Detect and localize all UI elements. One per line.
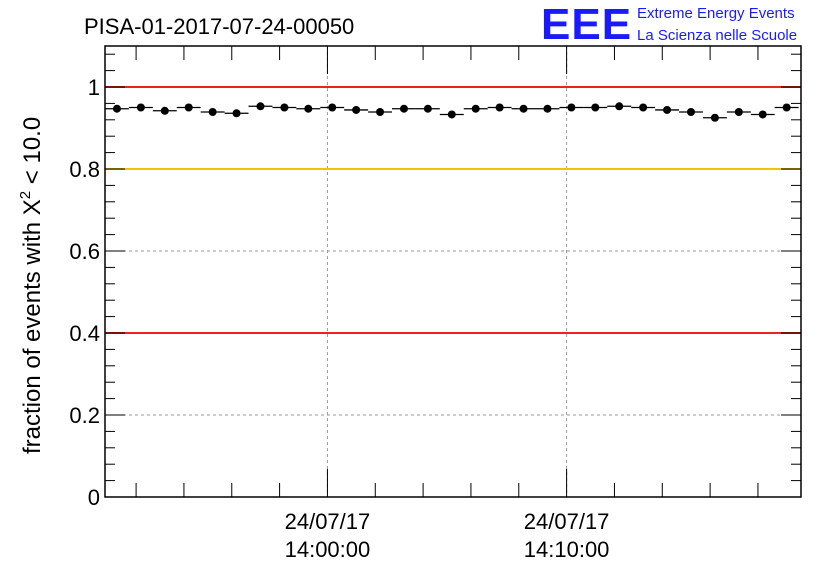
y-tick-label: 1 xyxy=(88,75,100,100)
data-point xyxy=(376,108,385,117)
data-point xyxy=(112,104,121,113)
data-point xyxy=(447,110,456,119)
eee-logo: EEE Extreme Energy Events La Scienza nel… xyxy=(541,0,797,49)
logo-line-1: Extreme Energy Events xyxy=(637,5,795,22)
logo-line-2: La Scienza nelle Scuole xyxy=(637,27,797,44)
data-point xyxy=(639,103,648,112)
data-point xyxy=(758,110,767,119)
y-axis: 0 0.2 0.4 0.6 0.8 1 xyxy=(69,53,801,510)
data-point xyxy=(256,102,265,111)
data-point xyxy=(543,104,552,113)
data-point xyxy=(136,103,145,112)
data-point xyxy=(591,103,600,112)
plot-border xyxy=(104,45,802,498)
data-series xyxy=(105,102,799,122)
data-point xyxy=(232,109,241,118)
x-tick-time: 14:10:00 xyxy=(524,537,610,562)
y-tick-label: 0.2 xyxy=(69,403,100,428)
y-tick-label: 0.4 xyxy=(69,321,100,346)
data-point xyxy=(615,102,624,111)
logo-letters: EEE xyxy=(541,0,632,49)
data-point xyxy=(567,103,576,112)
data-point xyxy=(782,103,791,112)
data-point xyxy=(663,105,672,114)
data-point xyxy=(328,103,337,112)
y-axis-title-prefix: fraction of events with xyxy=(19,215,46,454)
plot-frame xyxy=(104,45,802,498)
x-tick-time: 14:00:00 xyxy=(285,537,371,562)
y-axis-title-symbol: X xyxy=(19,199,46,215)
data-point xyxy=(519,104,528,113)
x-axis: 24/07/17 14:00:00 24/07/17 14:10:00 xyxy=(135,46,759,562)
y-axis-title-exponent: 2 xyxy=(17,191,34,199)
data-point xyxy=(471,104,480,113)
data-point xyxy=(686,108,695,117)
data-point xyxy=(352,105,361,114)
y-axis-title-suffix: < 10.0 xyxy=(19,117,46,191)
data-point xyxy=(160,106,169,115)
y-axis-title: fraction of events with X2 < 10.0 xyxy=(17,117,46,454)
data-point xyxy=(495,103,504,112)
data-point xyxy=(734,108,743,117)
chart-title: PISA-01-2017-07-24-00050 xyxy=(84,14,354,39)
x-tick-date: 24/07/17 xyxy=(285,509,371,534)
data-point xyxy=(423,104,432,113)
reference-lines xyxy=(105,86,801,334)
y-tick-label: 0.6 xyxy=(69,239,100,264)
data-point xyxy=(399,104,408,113)
x-tick-date: 24/07/17 xyxy=(524,509,610,534)
data-point xyxy=(304,104,313,113)
data-point xyxy=(184,103,193,112)
y-tick-label: 0 xyxy=(88,485,100,510)
data-point xyxy=(280,103,289,112)
data-point xyxy=(208,108,217,117)
y-tick-label: 0.8 xyxy=(69,157,100,182)
data-point xyxy=(710,113,719,122)
